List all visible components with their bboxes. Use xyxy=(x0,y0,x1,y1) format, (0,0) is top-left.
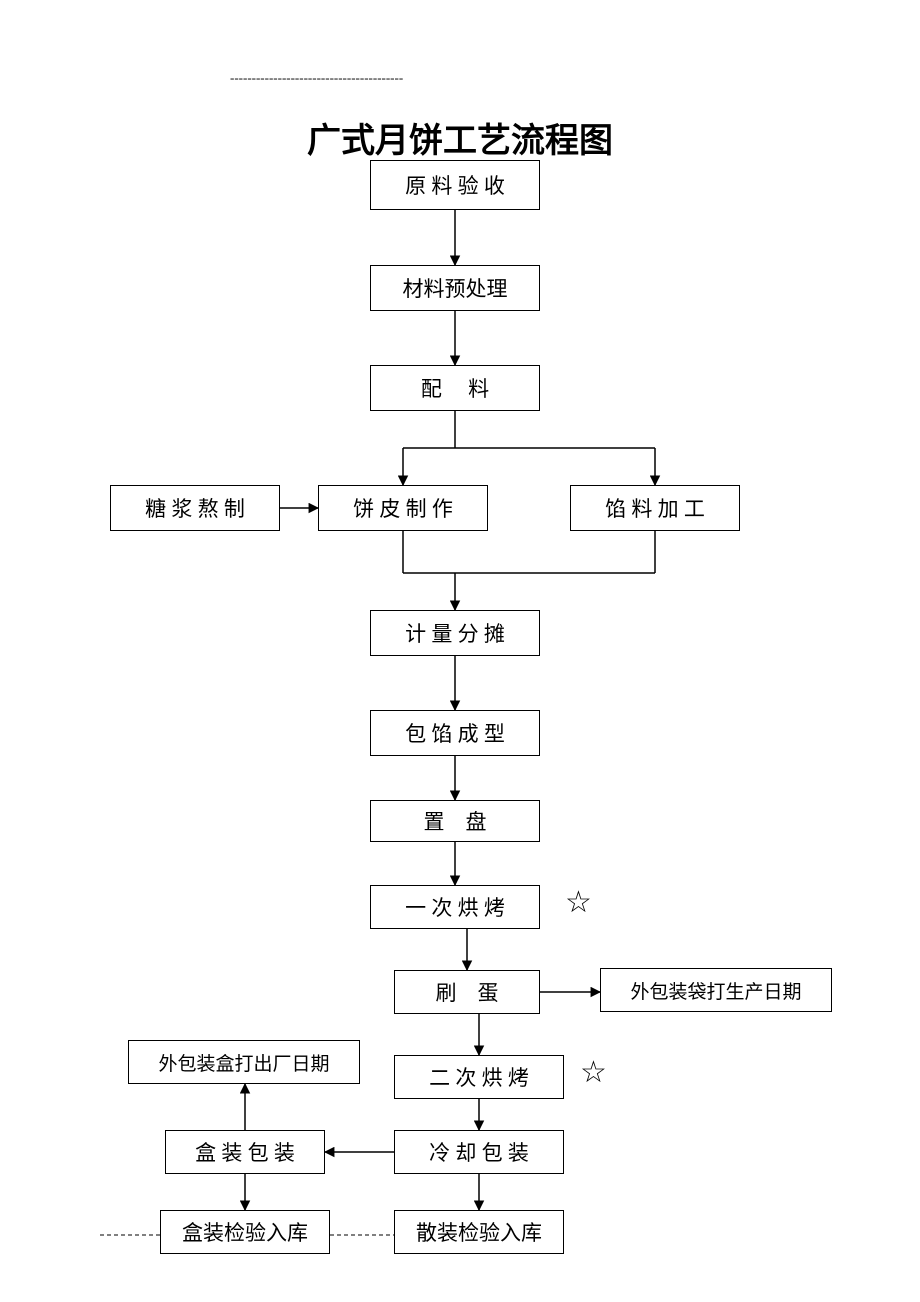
node-n15: 盒 装 包 装 xyxy=(165,1130,325,1174)
node-n2: 材料预处理 xyxy=(370,265,540,311)
flowchart-page: ----------------------------------------… xyxy=(0,0,920,1302)
node-n3: 配 料 xyxy=(370,365,540,411)
node-n13: 外包装盒打出厂日期 xyxy=(128,1040,360,1084)
node-n17: 盒装检验入库 xyxy=(160,1210,330,1254)
node-n5: 饼 皮 制 作 xyxy=(318,485,488,531)
node-n14: 二 次 烘 烤 xyxy=(394,1055,564,1099)
header-dash-line: ---------------------------------------- xyxy=(230,70,403,86)
node-n7: 计 量 分 摊 xyxy=(370,610,540,656)
node-n12: 外包装袋打生产日期 xyxy=(600,968,832,1012)
node-n8: 包 馅 成 型 xyxy=(370,710,540,756)
node-n9: 置 盘 xyxy=(370,800,540,842)
critical-star-icon: ☆ xyxy=(565,885,592,920)
node-n10: 一 次 烘 烤 xyxy=(370,885,540,929)
diagram-title: 广式月饼工艺流程图 xyxy=(0,113,920,162)
node-n18: 散装检验入库 xyxy=(394,1210,564,1254)
node-n16: 冷 却 包 装 xyxy=(394,1130,564,1174)
node-n4: 糖 浆 熬 制 xyxy=(110,485,280,531)
node-n11: 刷 蛋 xyxy=(394,970,540,1014)
critical-star-icon: ☆ xyxy=(580,1055,607,1090)
node-n1: 原 料 验 收 xyxy=(370,160,540,210)
node-n6: 馅 料 加 工 xyxy=(570,485,740,531)
